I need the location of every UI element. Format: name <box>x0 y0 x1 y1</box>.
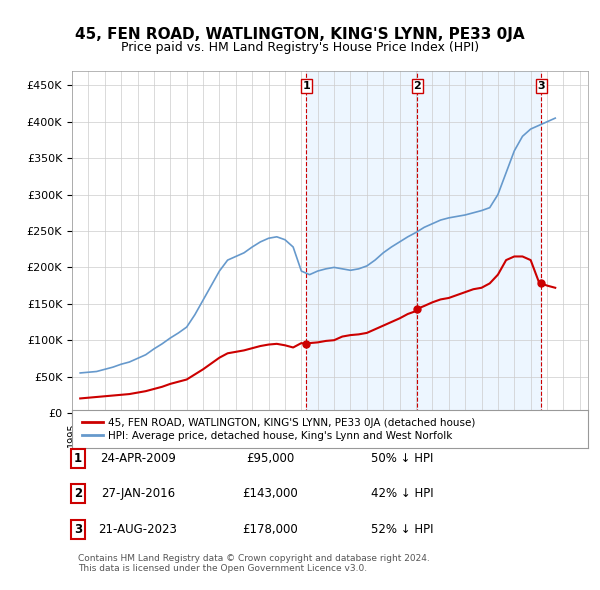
Text: 3: 3 <box>74 523 82 536</box>
Text: £95,000: £95,000 <box>246 452 294 465</box>
Text: Contains HM Land Registry data © Crown copyright and database right 2024.
This d: Contains HM Land Registry data © Crown c… <box>78 554 430 573</box>
Text: £178,000: £178,000 <box>242 523 298 536</box>
Text: Price paid vs. HM Land Registry's House Price Index (HPI): Price paid vs. HM Land Registry's House … <box>121 41 479 54</box>
Text: 45, FEN ROAD, WATLINGTON, KING'S LYNN, PE33 0JA: 45, FEN ROAD, WATLINGTON, KING'S LYNN, P… <box>75 27 525 41</box>
Text: 50% ↓ HPI: 50% ↓ HPI <box>371 452 433 465</box>
Text: £143,000: £143,000 <box>242 487 298 500</box>
Text: 2: 2 <box>74 487 82 500</box>
Text: 1: 1 <box>302 81 310 91</box>
Text: 3: 3 <box>538 81 545 91</box>
Text: 42% ↓ HPI: 42% ↓ HPI <box>371 487 433 500</box>
Text: 27-JAN-2016: 27-JAN-2016 <box>101 487 175 500</box>
Legend: 45, FEN ROAD, WATLINGTON, KING'S LYNN, PE33 0JA (detached house), HPI: Average p: 45, FEN ROAD, WATLINGTON, KING'S LYNN, P… <box>77 412 481 446</box>
Text: 21-AUG-2023: 21-AUG-2023 <box>98 523 178 536</box>
Bar <box>307 71 417 413</box>
Text: 52% ↓ HPI: 52% ↓ HPI <box>371 523 433 536</box>
Bar <box>417 71 541 413</box>
Text: 1: 1 <box>74 452 82 465</box>
Text: 2: 2 <box>413 81 421 91</box>
Text: 24-APR-2009: 24-APR-2009 <box>100 452 176 465</box>
